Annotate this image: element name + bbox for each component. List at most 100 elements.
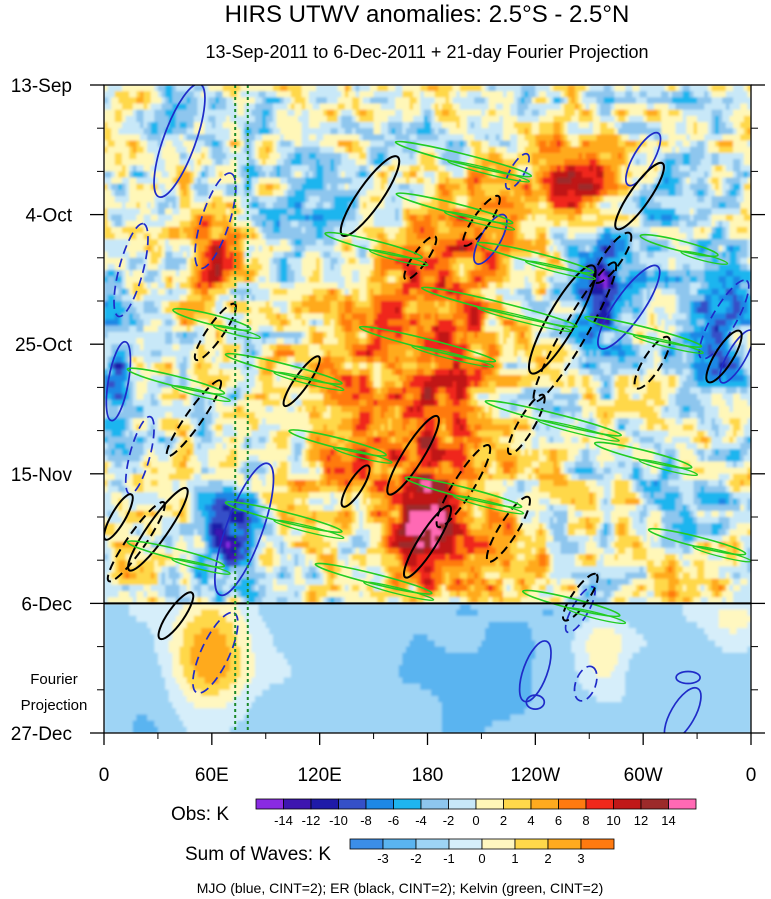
er-contour (528, 264, 597, 375)
obs-colorbar-label: -12 (302, 813, 321, 828)
obs-colorbar-swatch (668, 798, 697, 810)
kelvin-contour (411, 345, 495, 368)
obs-colorbar: Obs: K -14 -12 -10 -8 -6 -4 -2 0 2 4 6 8 10 12 14 (171, 798, 697, 828)
x-axis: 0 60E 120E 180 120W 60W 0 (99, 733, 756, 786)
obs-colorbar-swatch (365, 798, 394, 810)
kelvin-contour (537, 419, 620, 442)
obs-colorbar-swatch (530, 798, 559, 810)
waves-colorbar-swatch (382, 838, 417, 850)
obs-colorbar-label: -4 (415, 813, 427, 828)
obs-colorbar-label: -14 (274, 813, 293, 828)
mjo-contour (153, 85, 206, 198)
waves-colorbar-label: 1 (511, 851, 518, 866)
obs-colorbar-label: 0 (472, 813, 479, 828)
x-tick-label: 120E (297, 765, 341, 786)
kelvin-contour (444, 210, 516, 231)
obs-colorbar-label: -10 (329, 813, 348, 828)
er-contour (705, 329, 743, 384)
x-tick-label: 0 (99, 765, 110, 786)
waves-colorbar-label: 2 (544, 851, 551, 866)
y-tick-label: 4-Oct (26, 206, 73, 227)
kelvin-contour (484, 399, 623, 437)
y-tick-label: 13-Sep (11, 76, 72, 97)
x-tick-label: 60W (624, 765, 663, 786)
kelvin-contour (395, 192, 514, 225)
kelvin-contour (680, 250, 729, 265)
chart-title: HIRS UTWV anomalies: 2.5°S - 2.5°N (225, 1, 630, 28)
kelvin-contour (394, 140, 533, 178)
er-contour (614, 161, 665, 231)
y-axis: 13-Sep 4-Oct 25-Oct 15-Nov 6-Dec 27-Dec (11, 76, 765, 745)
x-tick-label: 180 (412, 765, 444, 786)
waves-colorbar-swatch (481, 838, 516, 850)
mjo-contour (564, 585, 596, 634)
x-tick-label: 60E (195, 765, 229, 786)
waves-colorbar-label: -3 (377, 851, 389, 866)
waves-colorbar-swatch (415, 838, 450, 850)
waves-colorbar-label: 3 (577, 851, 584, 866)
obs-colorbar-swatch (640, 798, 669, 810)
obs-colorbar-label: 8 (582, 813, 589, 828)
mjo-contour (194, 172, 237, 270)
kelvin-contour (224, 352, 343, 386)
projection-label-line1: Fourier (30, 671, 78, 688)
waves-colorbar-label: -2 (410, 851, 422, 866)
kelvin-contour (224, 500, 343, 534)
waves-colorbar-label: 0 (478, 851, 485, 866)
waves-colorbar-label: -1 (443, 851, 455, 866)
obs-colorbar-label: 4 (527, 813, 534, 828)
er-contour (340, 464, 371, 508)
obs-colorbar-label: 10 (606, 813, 620, 828)
er-contour (106, 501, 166, 583)
er-contour (485, 495, 531, 563)
obs-colorbar-swatch (420, 798, 449, 810)
kelvin-contour (368, 249, 429, 267)
mjo-contour (663, 686, 702, 733)
kelvin-contour (420, 286, 578, 328)
kelvin-contour (638, 459, 699, 477)
mjo-contour (625, 131, 662, 187)
mjo-contour (718, 329, 751, 384)
er-contour (532, 261, 618, 403)
er-contour (633, 335, 671, 390)
er-contour (165, 379, 223, 458)
mjo-contour (192, 611, 239, 694)
obs-colorbar-label: 14 (661, 813, 675, 828)
obs-colorbar-label: -2 (443, 813, 455, 828)
er-contour (127, 486, 189, 572)
kelvin-contour (404, 476, 523, 509)
er-contour (104, 493, 134, 541)
waves-colorbar-swatch (547, 838, 582, 850)
obs-colorbar-swatch (448, 798, 477, 810)
obs-colorbar-swatch (393, 798, 422, 810)
er-contour (403, 235, 438, 281)
chart-subtitle: 13-Sep-2011 to 6-Dec-2011 + 21-day Fouri… (205, 42, 648, 62)
er-contour (435, 444, 492, 529)
obs-colorbar-label: 12 (634, 813, 648, 828)
kelvin-contour (524, 260, 597, 280)
obs-colorbar-swatch (613, 798, 642, 810)
kelvin-contour (358, 325, 497, 363)
kelvin-contour (632, 334, 704, 355)
y-tick-label: 6-Dec (21, 594, 72, 615)
mjo-contour (518, 640, 552, 703)
kelvin-contour (314, 562, 433, 595)
kelvin-contour (584, 315, 703, 349)
y-tick-label: 25-Oct (15, 335, 73, 356)
obs-colorbar-label: 6 (555, 813, 562, 828)
waves-colorbar: Sum of Waves: K -3 -2 -1 0 1 2 3 (185, 838, 615, 866)
er-contour (339, 155, 401, 238)
obs-anomaly-heatmap (104, 85, 751, 733)
waves-colorbar-title: Sum of Waves: K (185, 844, 331, 865)
er-contour (193, 302, 237, 362)
obs-colorbar-title: Obs: K (171, 804, 229, 825)
kelvin-contour (213, 324, 261, 340)
waves-colorbar-swatch (580, 838, 615, 850)
obs-colorbar-swatch (475, 798, 504, 810)
obs-colorbar-label: -6 (388, 813, 400, 828)
waves-colorbar-swatch (349, 838, 384, 850)
y-tick-label: 27-Dec (11, 724, 72, 745)
er-contour (386, 414, 440, 496)
y-tick-label: 15-Nov (11, 465, 73, 486)
